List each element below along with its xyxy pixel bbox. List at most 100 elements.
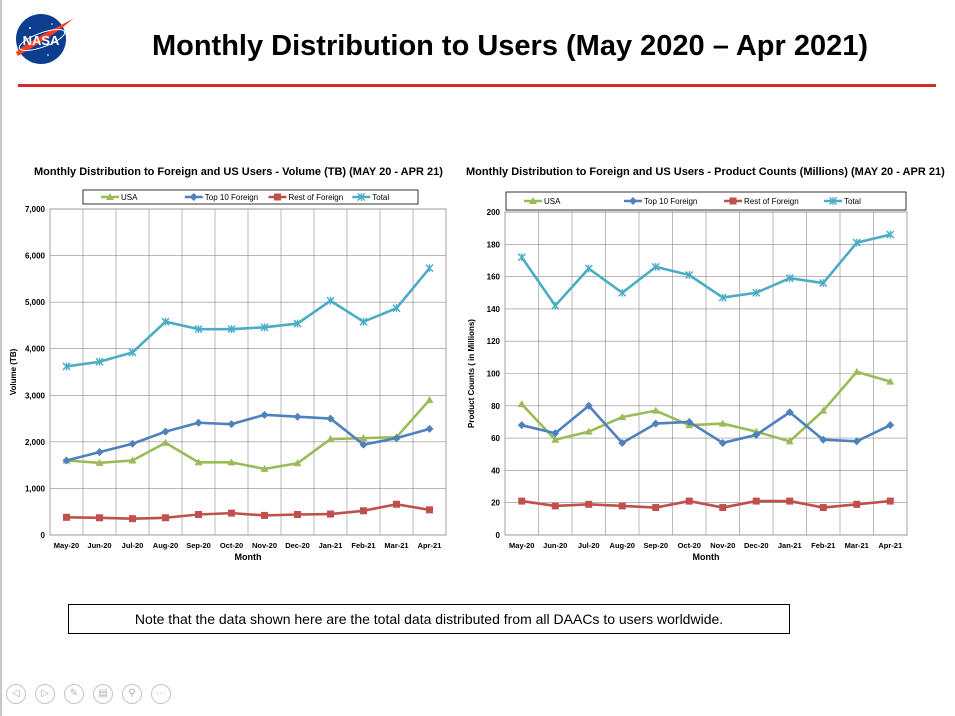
volume-ytick-label: 7,000 <box>25 205 46 214</box>
product-xtick-label: Sep-20 <box>643 541 668 550</box>
product-point <box>685 417 694 426</box>
volume-point <box>161 427 170 436</box>
volume-point <box>392 434 401 443</box>
volume-point <box>161 438 170 446</box>
product-legend-item: Top 10 Foreign <box>624 197 697 206</box>
volume-point <box>194 418 203 427</box>
product-point <box>651 419 660 428</box>
volume-ytick-label: 1,000 <box>25 484 46 493</box>
product-point <box>618 438 627 447</box>
product-ytick-label: 100 <box>487 370 501 379</box>
volume-point <box>162 514 169 522</box>
product-legend-label: Total <box>844 197 861 206</box>
volume-point <box>393 500 400 508</box>
volume-point <box>194 325 203 334</box>
volume-xtick-label: Jan-21 <box>319 541 343 550</box>
volume-point <box>327 510 334 518</box>
product-legend <box>505 191 907 211</box>
volume-point <box>359 434 368 442</box>
volume-point <box>227 458 236 466</box>
product-point <box>886 230 895 239</box>
product-point <box>718 293 727 302</box>
product-ytick-label: 60 <box>491 434 500 443</box>
product-legend-label: Rest of Foreign <box>744 197 799 206</box>
product-point <box>752 497 760 505</box>
product-xtick-label: Oct-20 <box>678 541 701 550</box>
product-series-line <box>520 233 891 307</box>
volume-point <box>260 464 269 472</box>
volume-ylabel: Volume (TB) <box>9 348 18 395</box>
product-point <box>618 502 626 510</box>
next-icon[interactable]: ▷ <box>35 684 55 704</box>
product-ytick-label: 20 <box>491 499 500 508</box>
product-point <box>518 497 526 505</box>
volume-xtick-label: Jul-20 <box>122 541 144 550</box>
volume-legend-label: Top 10 Foreign <box>205 193 258 202</box>
product-xtick-label: Mar-21 <box>845 541 869 550</box>
volume-point <box>129 515 136 523</box>
note-box: Note that the data shown here are the to… <box>68 604 790 634</box>
slide-left-border <box>0 0 2 716</box>
volume-point <box>293 459 302 467</box>
volume-point <box>359 440 368 449</box>
product-point <box>852 437 861 446</box>
volume-point <box>227 325 236 334</box>
nasa-logo-icon: NASA <box>16 14 74 64</box>
volume-xtick-label: Feb-21 <box>351 541 375 550</box>
pen-icon[interactable]: ✎ <box>64 684 84 704</box>
volume-series-line <box>66 502 430 521</box>
prev-icon[interactable]: ◁ <box>6 684 26 704</box>
product-ytick-label: 80 <box>491 402 500 411</box>
product-ytick-label: 140 <box>487 305 501 314</box>
zoom-icon[interactable]: ⚲ <box>122 684 142 704</box>
product-point <box>785 408 794 417</box>
volume-point <box>293 319 302 328</box>
product-point <box>718 438 727 447</box>
note-text: Note that the data shown here are the to… <box>134 611 724 627</box>
product-point <box>584 427 593 435</box>
volume-point <box>161 317 170 326</box>
volume-ytick-label: 4,000 <box>25 345 46 354</box>
volume-ytick-label: 5,000 <box>25 298 46 307</box>
product-point <box>517 400 526 408</box>
volume-point <box>294 511 301 519</box>
volume-point <box>63 513 70 521</box>
more-icon[interactable]: ⋯ <box>151 684 171 704</box>
volume-legend-label: Total <box>372 193 389 202</box>
product-point <box>819 435 828 444</box>
title-divider <box>18 84 936 87</box>
product-point <box>853 500 861 508</box>
volume-series-line <box>66 413 430 462</box>
product-legend-item: USA <box>524 197 561 206</box>
volume-legend-item: Rest of Foreign <box>268 193 344 202</box>
product-ytick-label: 180 <box>487 240 501 249</box>
product-point <box>517 421 526 430</box>
slides-icon[interactable]: ▤ <box>93 684 113 704</box>
product-point <box>852 238 861 247</box>
volume-point <box>261 511 268 519</box>
product-xtick-label: Jun-20 <box>543 541 567 550</box>
product-point <box>651 262 660 271</box>
volume-ytick-label: 0 <box>41 531 46 540</box>
volume-point <box>128 439 137 448</box>
volume-point <box>426 506 433 514</box>
product-xtick-label: Feb-21 <box>811 541 835 550</box>
product-series-line <box>521 499 891 509</box>
volume-legend <box>82 189 419 205</box>
volume-legend-label: Rest of Foreign <box>289 193 344 202</box>
product-point <box>719 504 727 512</box>
volume-point <box>425 395 434 403</box>
product-ytick-label: 40 <box>491 466 500 475</box>
volume-point <box>95 448 104 457</box>
product-point <box>618 288 627 297</box>
volume-ytick-label: 3,000 <box>25 391 46 400</box>
volume-point <box>425 424 434 433</box>
volume-xtick-label: Jun-20 <box>87 541 111 550</box>
product-xtick-label: Apr-21 <box>878 541 902 550</box>
volume-point <box>62 456 71 465</box>
volume-xtick-label: Dec-20 <box>285 541 310 550</box>
volume-xtick-label: Aug-20 <box>153 541 178 550</box>
product-xtick-label: Aug-20 <box>610 541 635 550</box>
volume-point <box>326 435 335 443</box>
volume-xtick-label: Nov-20 <box>252 541 277 550</box>
